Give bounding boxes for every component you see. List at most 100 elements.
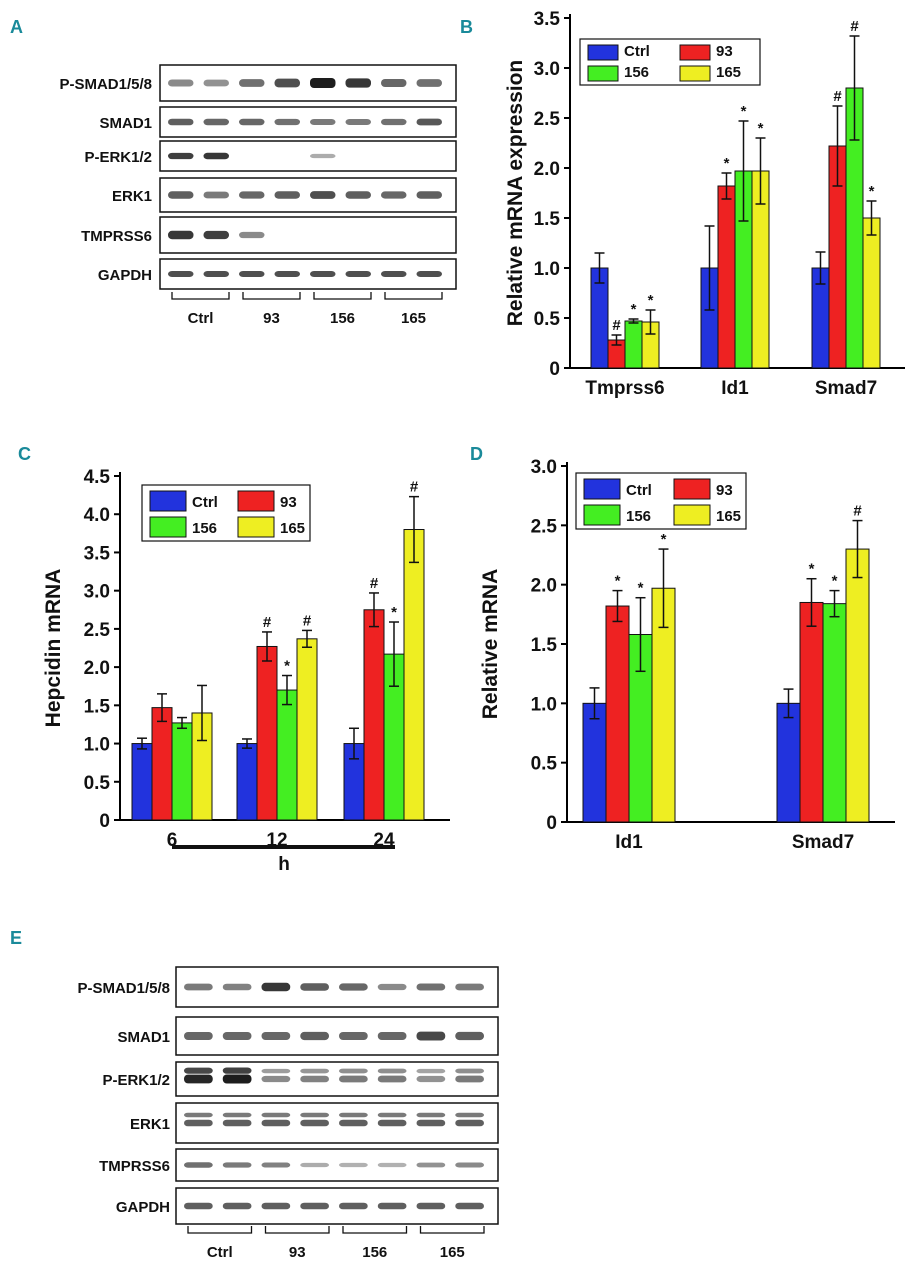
- blot-band: [345, 78, 371, 88]
- y-tick-label: 1.5: [84, 696, 111, 717]
- blot-band: [168, 230, 194, 240]
- blot-band: [339, 1162, 368, 1168]
- blot-band: [416, 79, 442, 87]
- blot-band: [300, 1112, 329, 1118]
- significance-mark: *: [869, 183, 875, 200]
- panel-label-e: E: [10, 928, 22, 948]
- x-axis-label: h: [278, 854, 290, 875]
- significance-mark: #: [303, 612, 312, 629]
- group-label: 93: [263, 310, 280, 327]
- blot-band: [239, 191, 265, 199]
- blot-band: [339, 1075, 368, 1083]
- y-tick-label: 3.0: [534, 59, 560, 80]
- significance-mark: #: [853, 503, 862, 520]
- blot-band: [261, 1119, 291, 1127]
- legend-label-156: 156: [624, 64, 649, 81]
- blot-band: [184, 983, 213, 991]
- blot-band: [416, 118, 442, 126]
- legend-label-165: 165: [716, 64, 741, 81]
- blot-band: [345, 270, 371, 278]
- blot-band: [377, 1068, 407, 1074]
- blot-band: [455, 1202, 484, 1210]
- blot-band: [339, 983, 368, 991]
- significance-mark: #: [850, 18, 859, 35]
- significance-mark: *: [832, 573, 838, 590]
- blot-row-label: GAPDH: [98, 267, 152, 284]
- legend-label-93: 93: [716, 43, 733, 60]
- blot-band: [310, 78, 336, 88]
- group-bracket: [171, 292, 230, 300]
- blot-band: [168, 191, 194, 199]
- panel-label-b: B: [460, 17, 473, 37]
- blot-band: [222, 1162, 252, 1168]
- blot-band: [168, 270, 194, 278]
- blot-band: [274, 191, 300, 199]
- y-tick-label: 0: [549, 359, 560, 380]
- y-tick-label: 0: [99, 811, 110, 832]
- y-tick-label: 0.5: [84, 773, 111, 794]
- blot-band: [377, 1075, 407, 1083]
- legend-swatch-93: [237, 490, 275, 512]
- blot-band: [377, 1112, 407, 1118]
- blot-band: [203, 79, 229, 87]
- blot-band: [381, 191, 407, 199]
- blot-band: [222, 1032, 252, 1040]
- significance-mark: *: [741, 103, 747, 120]
- significance-mark: *: [648, 292, 654, 309]
- bar-165-smad7: [845, 548, 870, 823]
- legend-label-93: 93: [716, 482, 733, 499]
- blot-band: [377, 1162, 407, 1168]
- bar-93-id1: [605, 605, 630, 823]
- blot-band: [377, 1119, 407, 1127]
- group-bracket: [264, 1226, 330, 1234]
- y-tick-label: 0.5: [534, 309, 561, 330]
- bar-156-12: [276, 689, 298, 821]
- y-axis-label: Hepcidin mRNA: [42, 569, 65, 728]
- blot-frame-p-smad1-5-8: [159, 64, 457, 102]
- bar-156-tmprss6: [624, 320, 643, 369]
- y-tick-label: 1.5: [534, 209, 561, 230]
- y-tick-label: 3.0: [531, 457, 557, 478]
- bar-ctrl-6: [131, 743, 153, 821]
- y-tick-label: 4.5: [84, 467, 111, 488]
- bar-165-12: [296, 638, 318, 821]
- blot-row-label: P-SMAD1/5/8: [77, 980, 170, 997]
- blot-band: [416, 1075, 446, 1083]
- chart-c: 0 0.5 1.0 1.5 2.0 2.5 3.0 3.5 4.0 4.5 Hepcidin mRN…: [42, 467, 450, 875]
- blot-band: [416, 270, 442, 278]
- blot-row-label: ERK1: [130, 1116, 170, 1133]
- blot-band: [184, 1074, 213, 1084]
- legend-label-ctrl: Ctrl: [624, 43, 650, 60]
- blot-band: [300, 1031, 329, 1041]
- bar-93-12: [256, 645, 278, 821]
- blot-row-label: P-ERK1/2: [102, 1072, 170, 1089]
- significance-mark: *: [391, 604, 397, 621]
- western-blot-a: P-SMAD1/5/8 SMAD1 P-ERK1/2 ERK1 TMPRSS6 GAPDH…: [59, 64, 457, 327]
- blot-band: [455, 1031, 484, 1041]
- blot-band: [203, 270, 229, 278]
- y-axis-label: Relative mRNA: [479, 569, 502, 720]
- x-tick-label: Tmprss6: [585, 378, 664, 399]
- blot-row-label: ERK1: [112, 188, 152, 205]
- blot-band: [261, 1202, 291, 1210]
- blot-band: [381, 79, 407, 87]
- bar-93-id1: [717, 185, 736, 369]
- blot-band: [455, 1162, 484, 1168]
- blot-band: [184, 1067, 213, 1074]
- blot-band: [339, 1202, 368, 1210]
- blot-band: [345, 191, 371, 199]
- bar-ctrl-12: [236, 743, 258, 821]
- legend-swatch-ctrl: [583, 478, 621, 500]
- group-bracket: [384, 292, 443, 300]
- legend-label-156: 156: [192, 520, 217, 537]
- y-tick-label: 2.5: [84, 620, 111, 641]
- blot-band: [184, 1162, 213, 1168]
- blot-band: [310, 153, 336, 159]
- significance-mark: *: [809, 561, 815, 578]
- blot-band: [274, 78, 300, 88]
- significance-mark: #: [410, 479, 419, 496]
- significance-mark: #: [833, 88, 842, 105]
- blot-band: [416, 1162, 446, 1168]
- blot-band: [184, 1112, 213, 1118]
- group-bracket: [342, 1226, 408, 1234]
